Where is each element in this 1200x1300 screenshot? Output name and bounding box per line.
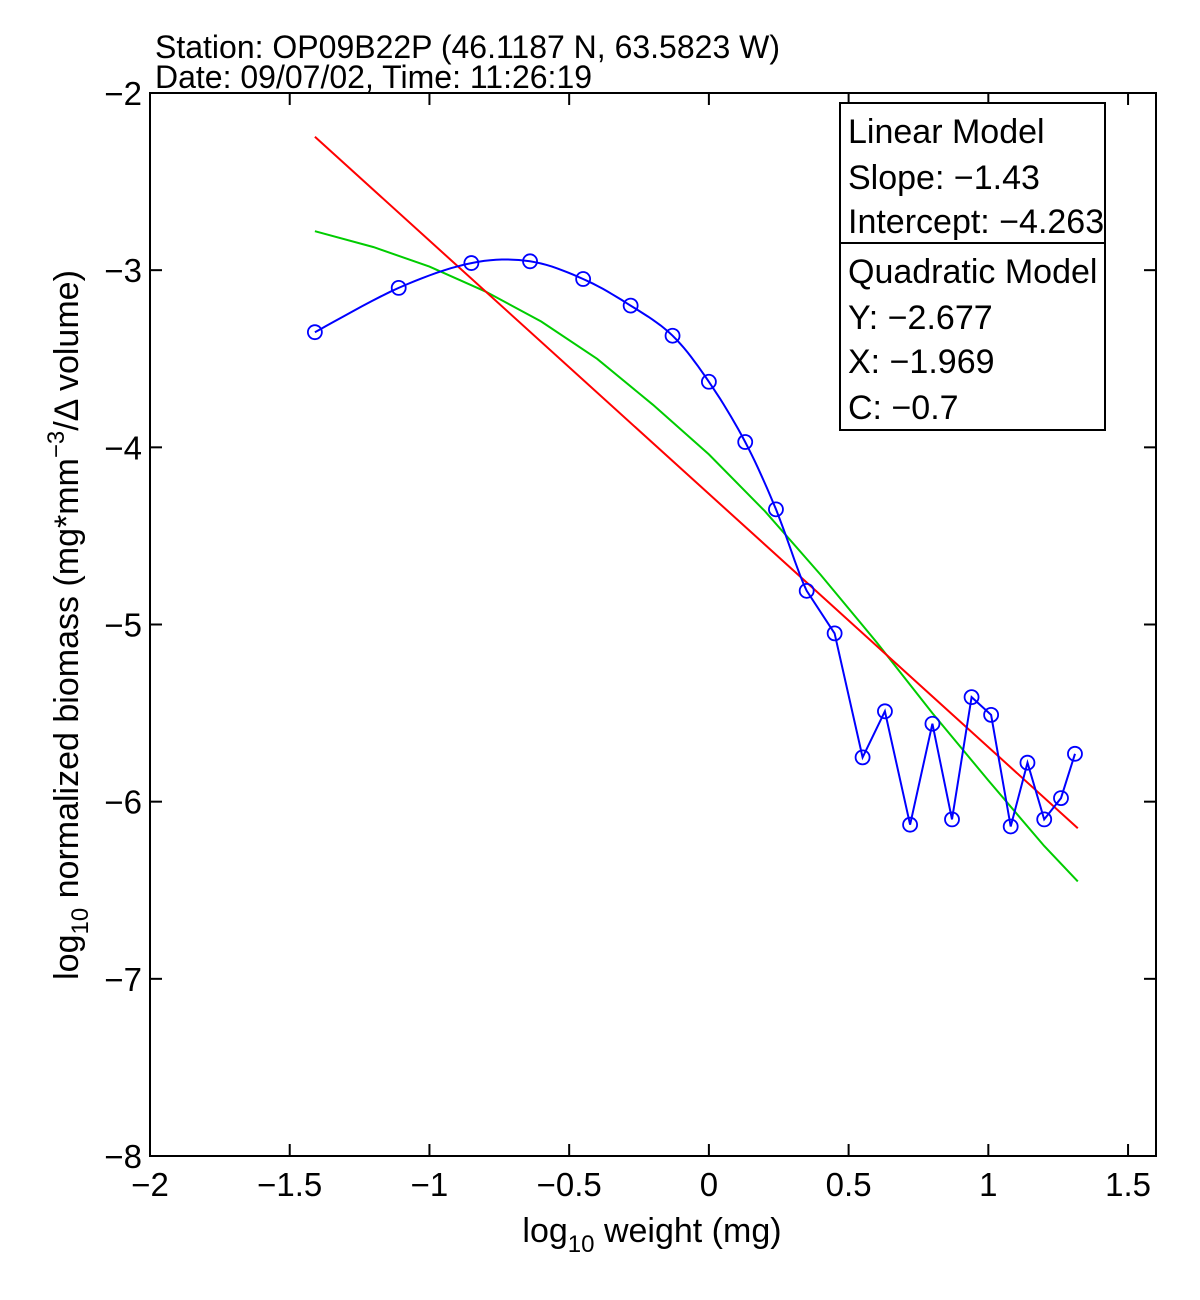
data-point xyxy=(622,297,639,314)
x-tick-label: −1.5 xyxy=(257,1166,322,1203)
data-point xyxy=(306,324,323,341)
y-axis: −8 −7 −6 −5 −4 −3 −2 xyxy=(104,75,1156,1175)
linear-fit-line xyxy=(314,136,1079,829)
chart-title-date: Date: 09/07/02, Time: 11:26:19 xyxy=(155,59,592,95)
chart-title-station: Station: OP09B22P (46.1187 N, 63.5823 W) xyxy=(155,29,780,65)
x-tick-label: 1.5 xyxy=(1105,1166,1151,1203)
data-point xyxy=(902,816,918,833)
data-point xyxy=(522,253,538,270)
quadratic-fit-line xyxy=(314,230,1079,883)
y-tick-label: −5 xyxy=(104,607,142,644)
data-point xyxy=(737,434,754,450)
y-tick-label: −7 xyxy=(104,961,142,998)
data-point xyxy=(575,271,592,287)
x-axis-label: log10 weight (mg) xyxy=(522,1212,781,1258)
data-point xyxy=(463,255,480,271)
x-tick-label: −1 xyxy=(411,1166,449,1203)
y-tick-label: −6 xyxy=(104,784,142,821)
x-tick-label: 1 xyxy=(979,1166,997,1203)
x-tick-label: −0.5 xyxy=(537,1166,602,1203)
data-point xyxy=(768,501,784,518)
data-point xyxy=(1036,811,1053,828)
y-tick-label: −8 xyxy=(104,1138,142,1175)
data-point xyxy=(944,811,960,828)
x-tick-label: 0.5 xyxy=(826,1166,872,1203)
x-axis: −2 −1.5 −1 −0.5 0 0.5 1 1.5 xyxy=(131,93,1151,1203)
legend-quadratic-box xyxy=(839,242,1106,431)
data-point xyxy=(390,279,407,296)
y-tick-label: −4 xyxy=(104,429,142,466)
data-point xyxy=(1019,754,1036,771)
data-point xyxy=(798,582,815,599)
data-point xyxy=(700,373,717,390)
data-point xyxy=(1053,790,1069,807)
legend-quadratic-c: C: −0.7 xyxy=(848,389,959,427)
legend-linear-title: Linear Model xyxy=(848,113,1045,151)
data-point xyxy=(963,689,980,706)
data-point xyxy=(877,703,893,720)
legend-quadratic-x: X: −1.969 xyxy=(848,343,995,381)
legend-quadratic-title: Quadratic Model xyxy=(848,253,1097,291)
data-point xyxy=(983,706,1000,723)
legend-box: Linear Model Slope: −1.43 Intercept: −4.… xyxy=(839,102,1106,431)
data-point xyxy=(924,715,941,732)
legend-quadratic-y: Y: −2.677 xyxy=(848,299,993,337)
x-tick-label: −2 xyxy=(131,1166,169,1203)
y-tick-label: −2 xyxy=(104,75,142,112)
data-point xyxy=(826,625,843,642)
y-axis-label: log10 normalized biomass (mg*mm−3/Δ volu… xyxy=(43,270,94,980)
data-point xyxy=(1067,745,1083,762)
data-point xyxy=(1002,818,1019,835)
data-point xyxy=(664,327,681,344)
data-point xyxy=(854,749,871,766)
x-tick-label: 0 xyxy=(700,1166,718,1203)
series-layer xyxy=(306,136,1083,883)
legend-linear-box xyxy=(839,102,1106,244)
y-tick-label: −3 xyxy=(104,252,142,289)
legend-linear-slope: Slope: −1.43 xyxy=(848,159,1040,197)
observed-line xyxy=(314,258,1076,827)
legend-linear-intercept: Intercept: −4.263 xyxy=(848,203,1104,241)
